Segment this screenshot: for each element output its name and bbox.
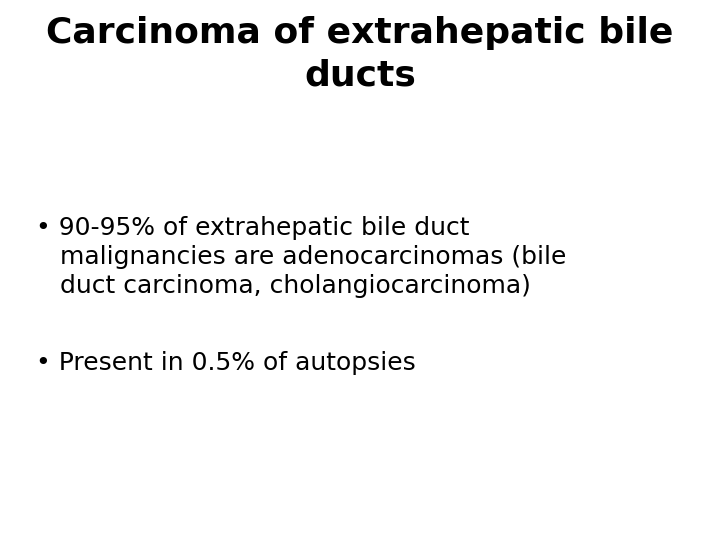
Text: • Present in 0.5% of autopsies: • Present in 0.5% of autopsies bbox=[36, 351, 415, 375]
Text: • 90-95% of extrahepatic bile duct
   malignancies are adenocarcinomas (bile
   : • 90-95% of extrahepatic bile duct malig… bbox=[36, 216, 567, 298]
Text: Carcinoma of extrahepatic bile
ducts: Carcinoma of extrahepatic bile ducts bbox=[46, 16, 674, 92]
